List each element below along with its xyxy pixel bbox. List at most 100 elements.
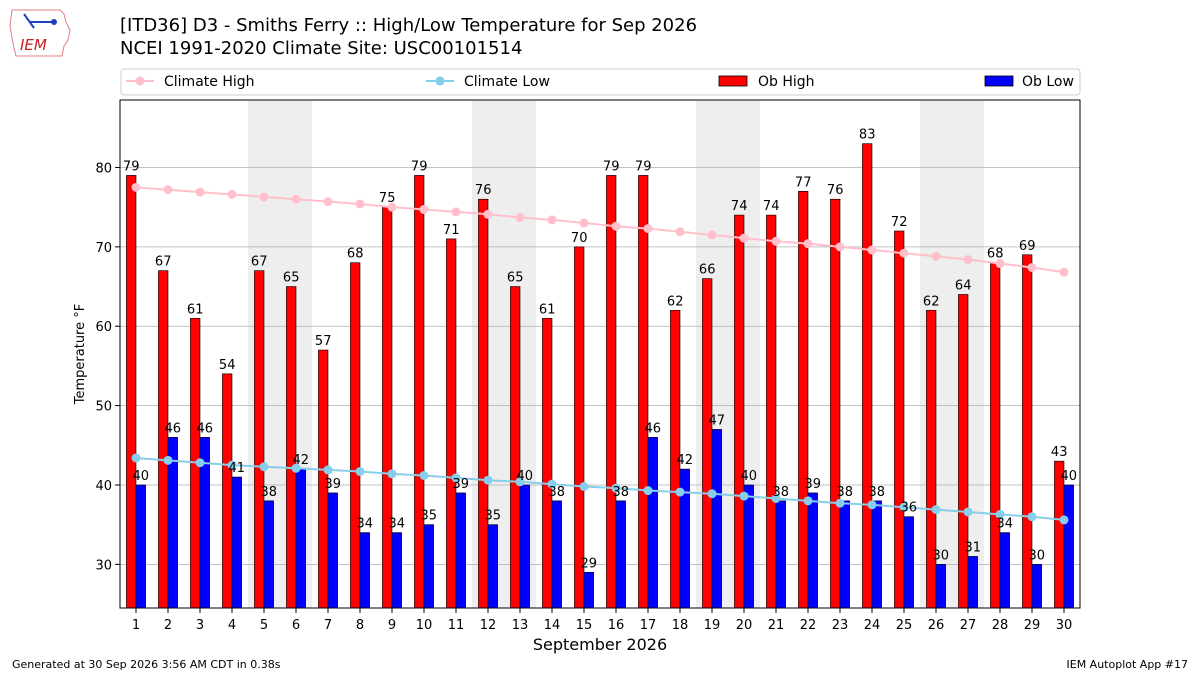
chart-subtitle: NCEI 1991-2020 Climate Site: USC00101514 [120,38,522,59]
x-tick-label: 15 [576,618,593,633]
ob-high-value-label: 77 [795,175,812,190]
ob-low-value-label: 40 [517,469,534,484]
ob-high-value-label: 68 [987,247,1004,262]
ob-low-bar [391,532,402,609]
ob-high-value-label: 67 [251,255,268,270]
climate-high-point [579,218,589,228]
ob-low-bar [487,524,498,609]
climate-high-point [675,227,685,237]
ob-low-value-label: 30 [1029,548,1046,563]
ob-high-value-label: 65 [507,271,524,286]
ob-low-value-label: 31 [965,540,982,555]
y-tick-label: 60 [95,320,112,335]
y-gridlines [120,167,1080,565]
ob-high-bar [638,175,649,609]
ob-low-bar [519,484,530,609]
legend-ob-high-swatch-icon [718,75,748,87]
ob-low-bar [359,532,370,609]
climate-low-point [803,496,813,506]
climate-low-point [835,498,845,508]
climate-high-point [835,242,845,252]
x-tick-label: 16 [608,618,625,633]
legend-ob-high-label: Ob High [758,74,815,90]
ob-high-value-label: 69 [1019,239,1036,254]
climate-low-point [323,465,333,475]
x-tick-label: 9 [388,618,396,633]
climate-high-point [291,194,301,204]
climate-high-point [867,245,877,255]
climate-high-point [419,205,429,215]
climate-low-point [131,453,141,463]
ob-high-bar [606,175,617,609]
footer-app: IEM Autoplot App #17 [1067,658,1189,671]
ob-low-value-label: 46 [197,421,214,436]
climate-high-point [1027,262,1037,272]
ob-low-value-label: 47 [709,413,726,428]
ob-high-value-label: 74 [731,199,748,214]
climate-low-point [867,500,877,510]
climate-high-point [611,221,621,231]
logo-station-dot [51,19,57,25]
x-tick-label: 28 [992,618,1009,633]
y-tick-label: 70 [95,241,112,256]
logo-station-icon [23,13,35,29]
ob-low-bar [935,564,946,609]
legend-climate-low-marker-icon [435,76,445,86]
ob-low-value-label: 42 [293,453,310,468]
x-tick-label: 4 [228,618,236,633]
ob-high-bar [254,270,265,609]
ob-high-value-label: 54 [219,358,236,373]
ob-high-bar [830,198,841,609]
ob-low-value-label: 46 [165,421,182,436]
x-tick-label: 7 [324,618,332,633]
ob-high-bar [766,214,777,609]
climate-low-point [515,477,525,487]
ob-low-value-label: 41 [229,461,246,476]
bar-value-labels: 79 67 61 54 67 65 57 68 75 79 71 76 65 61 70 79 79 62 66 74… [123,128,1077,572]
ob-low-bar [135,484,146,609]
ob-low-bar [1063,484,1074,609]
ob-low-bar [615,500,626,609]
ob-high-value-label: 61 [187,302,204,317]
climate-lines [131,182,1069,525]
ob-low-value-label: 30 [933,548,950,563]
x-tick-label: 24 [864,618,881,633]
x-tick-label: 29 [1024,618,1041,633]
ob-low-value-label: 38 [773,485,790,500]
ob-high-value-label: 72 [891,215,908,230]
ob-low-bar [903,516,914,609]
climate-low-point [931,505,941,515]
climate-high-point [259,192,269,202]
x-tick-label: 6 [292,618,300,633]
climate-high-point [963,255,973,265]
x-tick-label: 19 [704,618,721,633]
ob-high-value-label: 71 [443,223,460,238]
ob-high-value-label: 74 [763,199,780,214]
climate-high-point [355,199,365,209]
climate-low-point [899,502,909,512]
ob-low-value-label: 39 [325,477,342,492]
ob-low-bar [551,500,562,609]
climate-high-point [195,187,205,197]
ob-high-value-label: 43 [1051,445,1068,460]
ob-low-value-label: 38 [549,485,566,500]
climate-high-point [899,248,909,258]
x-tick-label: 12 [480,618,497,633]
ob-low-bar [327,492,338,609]
climate-high-point [483,209,493,219]
ob-high-bar [734,214,745,609]
ob-high-bar [478,198,489,609]
climate-high-point [451,207,461,217]
ob-low-value-label: 38 [837,485,854,500]
x-tick-label: 14 [544,618,561,633]
x-axis-label: September 2026 [533,635,667,654]
ob-low-value-label: 34 [389,517,406,532]
x-tick-label: 25 [896,618,913,633]
ob-high-bar [894,230,905,609]
climate-low-point [643,486,653,496]
climate-low-line [135,456,1065,521]
x-tick-label: 18 [672,618,689,633]
y-tick-label: 40 [95,479,112,494]
climate-high-point [387,202,397,212]
